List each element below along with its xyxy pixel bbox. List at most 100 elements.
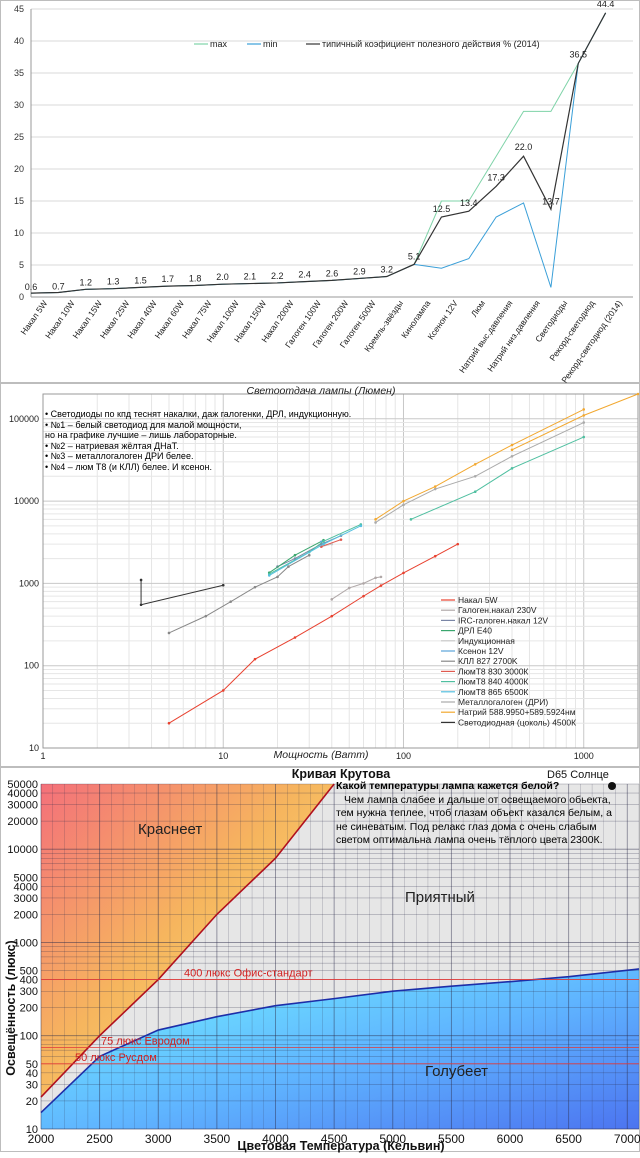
data-point [456, 542, 460, 546]
y-tick-label: 40 [26, 1068, 38, 1080]
y-tick-label: 40 [14, 36, 24, 46]
legend-label: IRC-галоген.накал 12V [458, 615, 548, 625]
data-label: 0.6 [25, 282, 38, 292]
y-tick-label: 15 [14, 196, 24, 206]
y-tick-label: 100 [24, 661, 39, 671]
y-tick-label: 200 [20, 1003, 38, 1015]
x-tick-label: 2500 [86, 1132, 113, 1146]
x-tick-label: 10 [218, 751, 228, 761]
x-tick-label: 5000 [379, 1132, 406, 1146]
y-tick-label: 20000 [7, 816, 38, 828]
x-tick-label: 6000 [497, 1132, 524, 1146]
x-tick-label: 1 [40, 751, 45, 761]
x-tick-label: 2000 [28, 1132, 55, 1146]
data-point [359, 524, 363, 528]
data-point [582, 408, 586, 411]
sun-marker [608, 782, 616, 790]
d65-label: D65 Солнце [547, 769, 609, 781]
x-tick-label: 6500 [555, 1132, 582, 1146]
data-label: 2.0 [216, 272, 229, 282]
x-tick-label: 3000 [145, 1132, 172, 1146]
note-line: • №1 – белый светодиод для малой мощност… [45, 419, 242, 430]
kruithof-note-text: Чем лампа слабее и дальше от освещаемого… [336, 793, 612, 847]
series-line [269, 525, 362, 576]
x-tick-label: 4500 [321, 1132, 348, 1146]
data-label: 2.1 [244, 272, 257, 282]
data-label: 5.1 [408, 251, 421, 261]
region-label-neutral: Приятный [405, 889, 475, 906]
data-point [473, 475, 477, 478]
data-point [379, 584, 383, 587]
region-label-warm: Краснеет [138, 821, 202, 838]
data-point [167, 631, 171, 635]
reference-label: 400 люкс Офис-стандарт [184, 968, 313, 980]
data-label: 44.4 [597, 1, 615, 9]
data-point [229, 600, 233, 603]
y-tick-label: 10000 [14, 496, 39, 506]
data-point [139, 578, 143, 582]
legend-label: ЛюмТ8 830 3000К [458, 666, 528, 676]
data-point [362, 594, 365, 598]
data-label: 13.7 [542, 196, 560, 206]
kruithof-note: Какой температуры лампа кажется белой? Ч… [336, 780, 622, 848]
kruithof-note-title: Какой температуры лампа кажется белой? [336, 780, 560, 792]
data-point [582, 435, 586, 439]
data-point [293, 553, 297, 557]
data-point [409, 518, 413, 521]
x-tick-label: 4000 [262, 1132, 289, 1146]
data-point [433, 487, 437, 491]
x-tick-label: 100 [396, 751, 411, 761]
upper-curve [40, 783, 335, 1098]
data-point [379, 575, 383, 579]
chart-title: Светоотдача лампы (Люмен) [247, 385, 396, 397]
x-tick-label: 1000 [574, 751, 594, 761]
y-tick-label: 50 [26, 1059, 38, 1071]
data-point [402, 571, 405, 575]
y-tick-label: 3000 [14, 893, 38, 905]
data-point [204, 614, 208, 618]
legend-label: Натрий 588.9950+589.5924нм [458, 707, 576, 717]
y-tick-label: 300 [20, 986, 38, 998]
data-point [636, 392, 640, 396]
y-tick-label: 5 [19, 260, 24, 270]
x-tick-label: Натрий низ.давления [485, 298, 542, 373]
data-label: 2.4 [298, 270, 311, 280]
y-tick-label: 500 [20, 966, 38, 978]
x-tick-label: 3500 [204, 1132, 231, 1146]
data-label: 3.2 [380, 265, 393, 275]
data-point [267, 574, 271, 577]
y-tick-label: 35 [14, 68, 24, 78]
data-point [330, 598, 334, 601]
y-tick-label: 40000 [7, 788, 38, 800]
y-tick-label: 4000 [14, 881, 38, 893]
data-point [253, 657, 257, 661]
y-tick-label: 100 [20, 1031, 38, 1043]
series-line-типичный коэфициент полезного действия % (2014) [30, 12, 607, 294]
note-line: • №3 – металлогалоген ДРИ белее. [45, 451, 194, 461]
data-point [510, 467, 514, 470]
y-tick-label: 2000 [14, 909, 38, 921]
x-tick-label: 5500 [438, 1132, 465, 1146]
legend-label: КЛЛ 827 2700K [458, 656, 518, 666]
legend-label: min [263, 39, 278, 49]
y-tick-label: 10 [14, 228, 24, 238]
data-label: 22.0 [515, 142, 533, 152]
legend-label: Индукционная [458, 636, 515, 646]
legend-label: Накал 5W [458, 595, 498, 605]
y-tick-label: 50000 [7, 779, 38, 791]
data-label: 1.7 [162, 274, 175, 284]
series-line-max [30, 12, 607, 294]
efficiency-chart: 0 5 10 15 20 25 30 35 40 45 Накал 5W Накал 10W Накал… [0, 0, 640, 385]
legend-label: Ксенон 12V [458, 646, 504, 656]
data-point [510, 443, 514, 447]
y-tick-label: 10 [29, 743, 39, 753]
data-point [402, 503, 405, 507]
data-point [374, 518, 377, 521]
data-label: 2.9 [353, 266, 366, 276]
data-point [330, 614, 334, 618]
data-point [221, 689, 225, 692]
data-label: 1.3 [107, 277, 120, 287]
chart-title: Кривая Крутова [292, 768, 392, 781]
data-label: 13.4 [460, 198, 478, 208]
note-line: но на графике лучшие – лишь лабораторные… [45, 430, 237, 440]
